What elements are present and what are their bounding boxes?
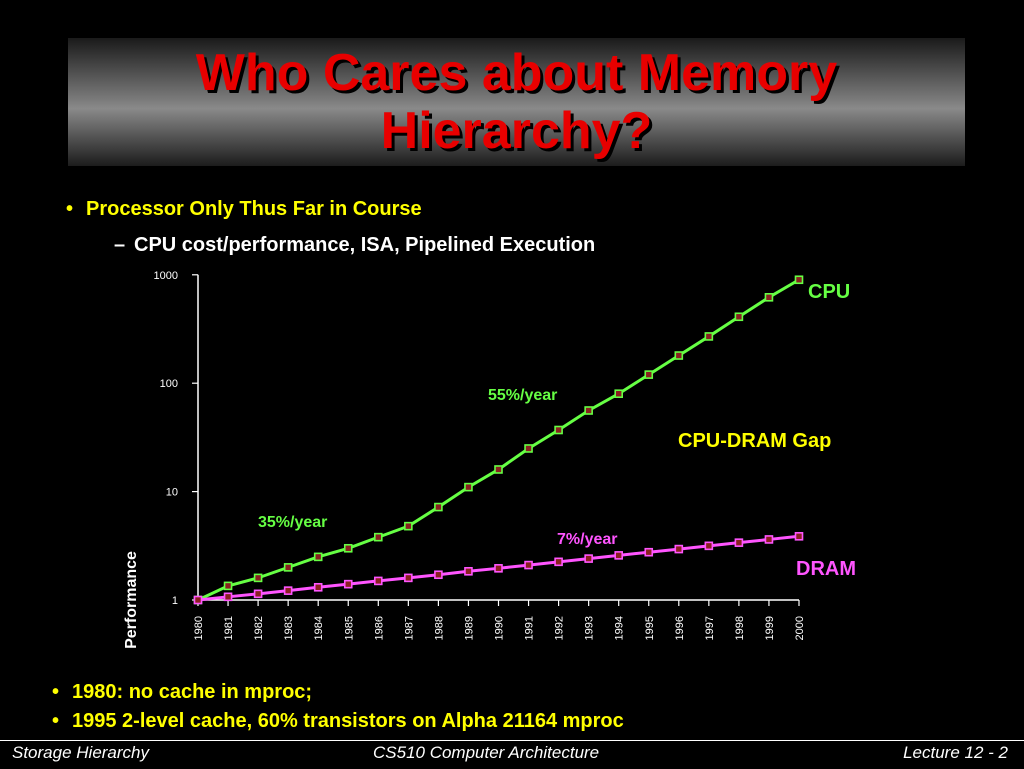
x-tick-label: 1997 [704, 616, 716, 640]
bullet-text: Processor Only Thus Far in Course [86, 198, 422, 220]
data-point-cpu [434, 502, 443, 512]
data-point-dram [764, 535, 774, 544]
data-point-cpu [404, 521, 413, 531]
data-point-dram [253, 589, 263, 599]
x-tick-label: 1980 [193, 616, 205, 640]
data-point-dram [794, 531, 804, 541]
data-point-cpu [644, 370, 654, 379]
sub-bullet-cpu: – CPU cost/performance, ISA, Pipelined E… [114, 234, 596, 257]
data-point-cpu [313, 552, 323, 562]
data-point-cpu [524, 444, 533, 453]
data-point-dram [464, 566, 473, 576]
data-point-dram [313, 582, 323, 592]
y-tick-label: 10 [166, 487, 178, 499]
data-point-cpu [373, 532, 383, 542]
x-tick-label: 1985 [343, 616, 355, 640]
data-point-dram [343, 579, 353, 589]
data-point-dram [193, 595, 203, 605]
data-point-dram [494, 564, 503, 573]
x-tick-label: 1987 [403, 616, 415, 640]
data-point-dram [644, 547, 654, 557]
x-tick-label: 1999 [764, 616, 776, 640]
chart-series [193, 275, 804, 605]
y-tick-label: 1000 [154, 270, 178, 282]
series-cpu [193, 275, 804, 605]
bullet-text: 1980: no cache in mproc; [72, 681, 313, 703]
x-tick-label: 1986 [373, 616, 385, 640]
x-tick-label: 1983 [283, 616, 295, 640]
annotation-dram-label: DRAM [796, 558, 856, 580]
series-dram [193, 531, 804, 605]
data-point-cpu [343, 543, 353, 553]
x-tick-label: 1991 [524, 616, 536, 640]
data-point-dram [584, 554, 593, 563]
bullet-processor: • Processor Only Thus Far in Course [66, 198, 422, 221]
data-point-cpu [494, 465, 503, 474]
data-point-dram [434, 570, 443, 580]
data-point-dram [734, 538, 744, 547]
data-point-cpu [674, 351, 684, 360]
annotation-cpu-rate-late: 55%/year [488, 387, 557, 404]
data-point-dram [404, 573, 413, 583]
x-tick-label: 1981 [223, 616, 235, 640]
y-tick-label: 1 [172, 595, 178, 607]
data-point-cpu [253, 573, 263, 583]
data-point-cpu [283, 563, 293, 572]
x-tick-label: 1984 [313, 616, 325, 640]
bullet-marker: • [52, 681, 60, 703]
bullet-1995: • 1995 2-level cache, 60% transistors on… [52, 710, 624, 733]
slide-footer: Storage Hierarchy CS510 Computer Archite… [0, 740, 1024, 769]
title-line-1: Who Cares about Memory [195, 44, 838, 102]
data-point-cpu [794, 275, 804, 285]
dash-marker: – [114, 234, 126, 256]
data-point-dram [554, 557, 563, 567]
data-point-cpu [223, 581, 233, 591]
data-point-dram [704, 541, 714, 551]
x-tick-label: 1996 [674, 616, 686, 640]
bullet-marker: • [66, 198, 74, 220]
x-tick-label: 1989 [463, 616, 475, 640]
bullet-text: 1995 2-level cache, 60% transistors on A… [72, 710, 624, 732]
data-point-dram [524, 560, 533, 570]
x-tick-label: 1994 [614, 616, 626, 640]
data-point-cpu [764, 293, 774, 302]
performance-chart: 1 10 100 1000 1980 1981 1982 1983 1984 1985 1986 19… [123, 270, 856, 649]
x-tick-label: 1993 [584, 616, 596, 640]
annotation-gap: CPU-DRAM Gap [678, 430, 831, 452]
footer-center: CS510 Computer Architecture [373, 743, 600, 762]
data-point-cpu [464, 482, 473, 492]
bullet-marker: • [52, 710, 60, 732]
data-point-cpu [584, 406, 593, 415]
data-point-cpu [614, 389, 624, 399]
data-point-dram [223, 592, 233, 602]
chart-axes: 1 10 100 1000 1980 1981 1982 1983 1984 1985 1986 19… [154, 270, 806, 641]
data-point-cpu [704, 332, 714, 341]
x-tick-label: 1995 [644, 616, 656, 640]
title-line-2: Hierarchy? [380, 102, 653, 160]
data-point-dram [674, 544, 684, 554]
slide-title: Who Cares about Memory Hierarchy? [196, 44, 837, 160]
x-tick-label: 1990 [494, 616, 506, 640]
annotation-dram-rate: 7%/year [557, 531, 618, 548]
data-point-cpu [734, 312, 744, 322]
x-tick-label: 2000 [794, 616, 806, 640]
data-point-dram [614, 551, 624, 560]
data-point-dram [283, 586, 293, 595]
annotation-cpu-label: CPU [808, 281, 850, 303]
bullet-1980: • 1980: no cache in mproc; [52, 681, 313, 704]
data-point-cpu [554, 425, 563, 435]
y-tick-label: 100 [160, 378, 178, 390]
title-banner: Who Cares about Memory Hierarchy? [68, 38, 965, 166]
data-point-dram [373, 576, 383, 586]
footer-right: Lecture 12 - 2 [903, 743, 1008, 762]
x-tick-label: 1988 [433, 616, 445, 640]
annotation-cpu-rate-early: 35%/year [258, 514, 327, 531]
footer-left: Storage Hierarchy [12, 743, 150, 762]
y-axis-label: Performance [123, 551, 140, 649]
x-tick-label: 1982 [253, 616, 265, 640]
sub-bullet-text: CPU cost/performance, ISA, Pipelined Exe… [134, 234, 596, 256]
x-tick-label: 1992 [554, 616, 566, 640]
x-tick-label: 1998 [734, 616, 746, 640]
